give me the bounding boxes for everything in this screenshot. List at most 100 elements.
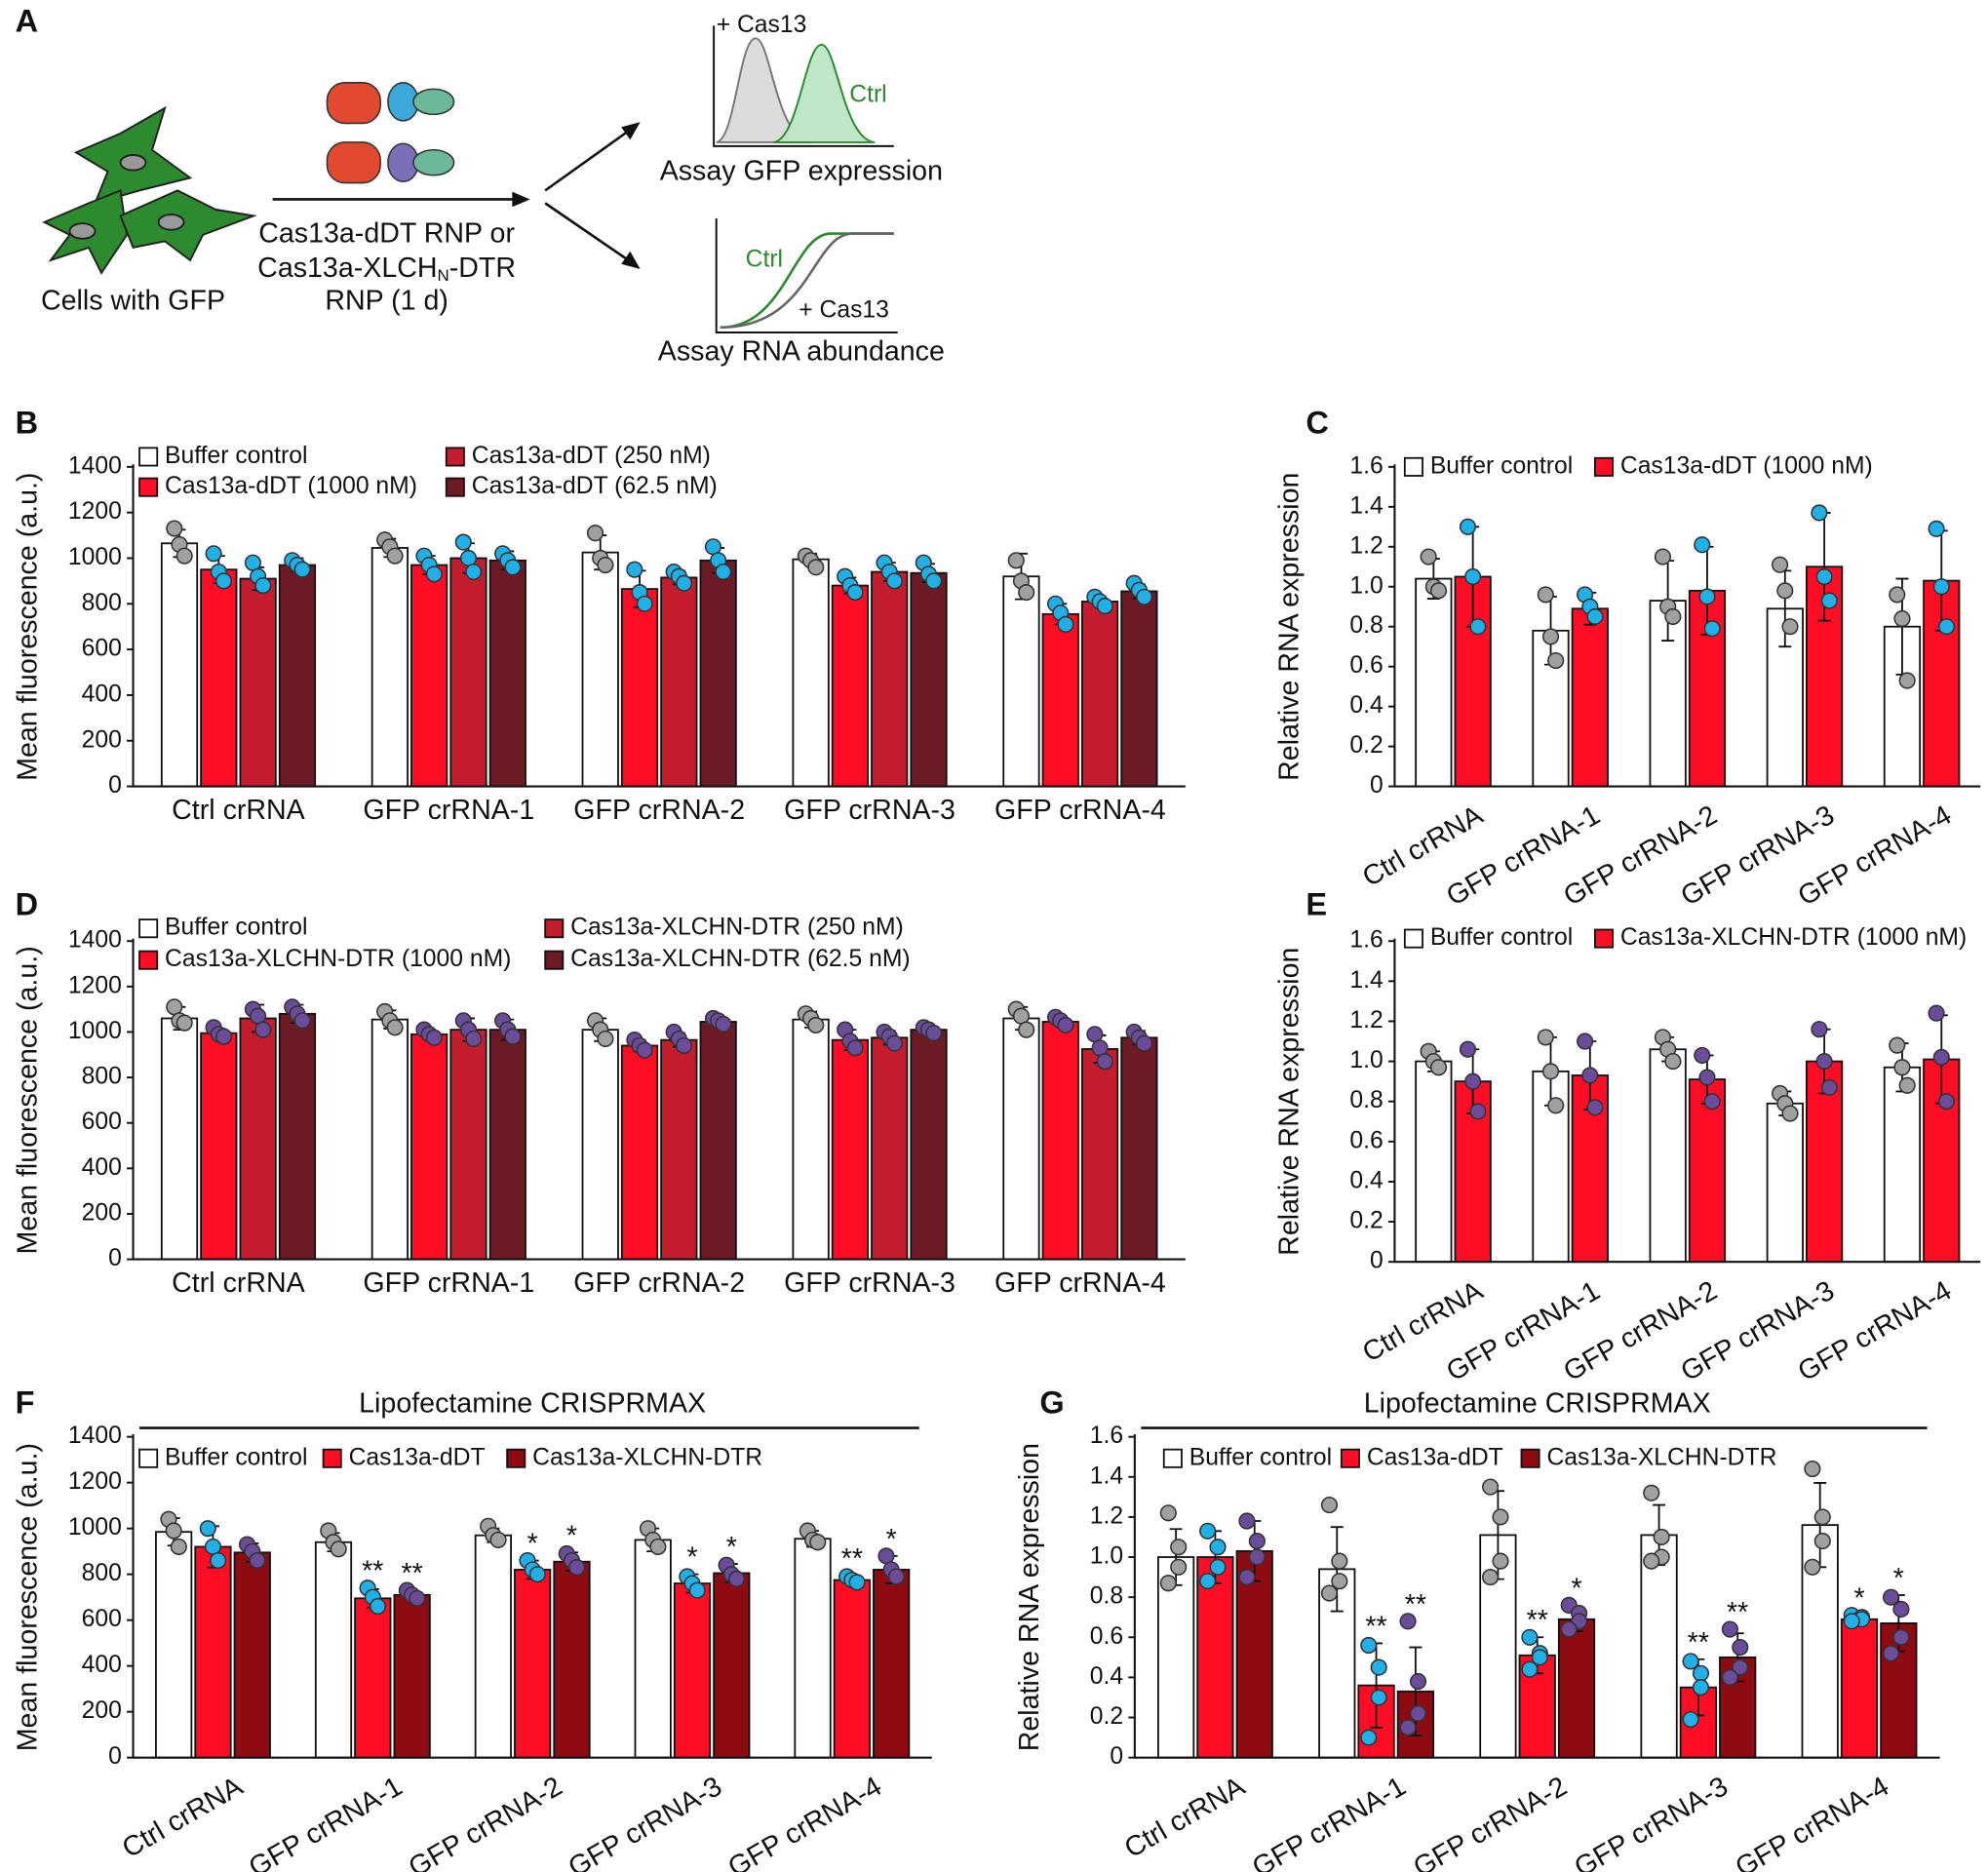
bar bbox=[354, 1597, 392, 1759]
chart-panel: G Lipofectamine CRISPRMAX Relative RNA exp… bbox=[1014, 1385, 1940, 1872]
panel-letter: C bbox=[1306, 406, 1328, 441]
significance: * bbox=[527, 1529, 538, 1560]
bar bbox=[673, 1582, 712, 1759]
significance: ** bbox=[1405, 1589, 1426, 1620]
rnp-text: Cas13a-dDT RNP or bbox=[258, 217, 515, 249]
bar bbox=[314, 1540, 353, 1759]
x-tick-label: Ctrl crRNA bbox=[172, 1268, 306, 1299]
axes bbox=[1133, 1434, 1940, 1759]
chart-title: Lipofectamine CRISPRMAX bbox=[359, 1388, 706, 1420]
bar bbox=[1041, 1021, 1079, 1261]
bar bbox=[699, 1021, 737, 1261]
data-point bbox=[489, 1531, 507, 1548]
data-point bbox=[214, 572, 233, 590]
data-point bbox=[1057, 1016, 1074, 1034]
legend-swatch bbox=[1593, 456, 1614, 477]
data-point bbox=[1772, 556, 1789, 573]
data-point bbox=[1547, 1097, 1565, 1114]
data-point bbox=[293, 561, 311, 578]
bar bbox=[488, 559, 526, 788]
data-point bbox=[1170, 1558, 1188, 1576]
legend-label: Cas13a-dDT (62.5 nM) bbox=[472, 473, 718, 499]
data-point bbox=[369, 1597, 387, 1616]
data-point bbox=[1813, 1532, 1831, 1550]
bar bbox=[370, 547, 409, 788]
bar bbox=[831, 584, 870, 788]
legend-label: Buffer control bbox=[1430, 452, 1573, 479]
bar bbox=[1235, 1549, 1273, 1759]
legend-label: Cas13a-dDT (1000 nM) bbox=[165, 473, 417, 499]
data-point bbox=[1932, 1048, 1950, 1067]
data-point bbox=[1811, 1021, 1828, 1038]
y-tick-label: 0.2 bbox=[1349, 732, 1383, 759]
y-tick-label: 1400 bbox=[68, 452, 122, 479]
data-point bbox=[1781, 618, 1799, 636]
y-axis-label: Mean fluorescence (a.u.) bbox=[12, 473, 43, 781]
y-tick-label: 800 bbox=[82, 1560, 122, 1586]
legend-swatch bbox=[544, 918, 565, 939]
data-point bbox=[1170, 1539, 1188, 1556]
y-tick-label: 1.6 bbox=[1090, 1423, 1123, 1449]
data-point bbox=[1721, 1620, 1738, 1638]
data-point bbox=[1469, 1103, 1487, 1120]
data-point bbox=[1248, 1548, 1266, 1566]
data-point bbox=[1209, 1539, 1227, 1556]
data-point bbox=[597, 1030, 614, 1048]
y-axis-label: Relative RNA expression bbox=[1273, 473, 1305, 781]
x-tick-label: GFP crRNA-4 bbox=[722, 1771, 886, 1872]
data-point bbox=[1360, 1729, 1378, 1746]
data-point bbox=[1136, 1034, 1153, 1052]
legend-swatch bbox=[1162, 1448, 1183, 1468]
data-point bbox=[1459, 1040, 1477, 1058]
data-point bbox=[1643, 1484, 1660, 1502]
data-point bbox=[846, 584, 864, 602]
data-point bbox=[204, 1538, 222, 1556]
chart-title: Lipofectamine CRISPRMAX bbox=[1364, 1388, 1711, 1420]
data-point bbox=[1692, 1664, 1710, 1682]
bar bbox=[1649, 1048, 1687, 1264]
data-point bbox=[807, 1016, 825, 1034]
y-tick-label: 1200 bbox=[68, 1468, 122, 1495]
bar bbox=[1571, 607, 1609, 788]
x-tick-label: GFP crRNA-3 bbox=[1569, 1771, 1733, 1872]
bar bbox=[474, 1534, 512, 1759]
data-point bbox=[1541, 628, 1560, 645]
significance: ** bbox=[1365, 1611, 1386, 1642]
data-point bbox=[1370, 1658, 1387, 1676]
axes bbox=[132, 1434, 932, 1759]
data-point bbox=[1654, 548, 1672, 566]
data-point bbox=[715, 1015, 732, 1033]
data-point bbox=[199, 1520, 216, 1538]
data-point bbox=[1577, 1033, 1594, 1050]
y-tick-label: 1.4 bbox=[1349, 967, 1383, 994]
bar bbox=[160, 1017, 199, 1261]
data-point bbox=[386, 1019, 404, 1036]
branch-arrows bbox=[544, 126, 635, 265]
y-tick-label: 0.4 bbox=[1090, 1663, 1123, 1690]
bar bbox=[553, 1560, 591, 1759]
data-point bbox=[1492, 1552, 1509, 1570]
bar bbox=[871, 1036, 909, 1261]
chart-panel: F Lipofectamine CRISPRMAX Mean fluorescenc… bbox=[12, 1385, 932, 1872]
bar bbox=[1080, 1048, 1119, 1261]
data-point bbox=[504, 1028, 522, 1045]
y-tick-label: 600 bbox=[82, 1606, 122, 1632]
y-tick-label: 0.2 bbox=[1349, 1208, 1383, 1234]
data-point bbox=[675, 1036, 693, 1055]
y-tick-label: 200 bbox=[82, 1200, 122, 1227]
data-point bbox=[1531, 1649, 1548, 1666]
legend-swatch bbox=[138, 918, 159, 939]
y-tick-label: 1000 bbox=[68, 544, 122, 570]
bar bbox=[1883, 1066, 1922, 1264]
data-point bbox=[1420, 548, 1437, 566]
legend-label: Cas13a-XLCHN-DTR (62.5 nM) bbox=[570, 946, 910, 972]
data-point bbox=[386, 547, 404, 565]
data-point bbox=[1469, 618, 1487, 636]
legend-swatch bbox=[1520, 1448, 1540, 1468]
bar bbox=[410, 1033, 448, 1261]
bar bbox=[910, 1029, 948, 1261]
data-point bbox=[1521, 1660, 1539, 1678]
x-tick-label: GFP crRNA-3 bbox=[564, 1771, 727, 1872]
